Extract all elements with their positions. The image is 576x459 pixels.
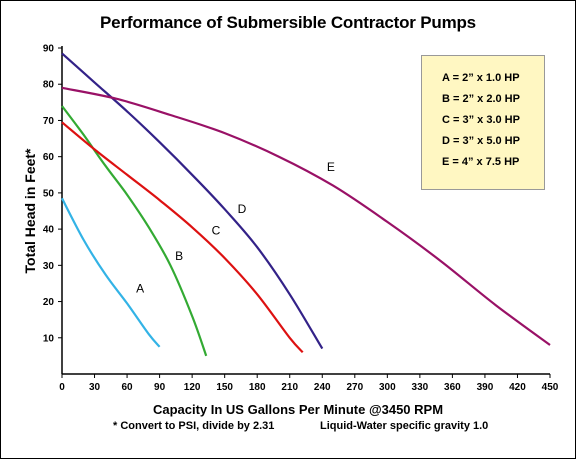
x-tick-label: 60 xyxy=(122,382,134,393)
x-tick-label: 210 xyxy=(281,382,298,393)
x-tick-label: 270 xyxy=(346,382,363,393)
series-line-b xyxy=(61,105,208,357)
curve-label-d: D xyxy=(238,202,247,216)
y-axis-label: Total Head in Feet* xyxy=(22,148,38,274)
y-tick-label: 30 xyxy=(43,261,55,272)
x-tick-label: 390 xyxy=(477,382,494,393)
series-line-a xyxy=(61,197,161,348)
x-tick-label: 120 xyxy=(184,382,201,393)
curve-label-b: B xyxy=(175,249,183,263)
legend: A = 2” x 1.0 HP B = 2” x 2.0 HP C = 3” x… xyxy=(421,55,545,190)
psi-note: * Convert to PSI, divide by 2.31 xyxy=(113,420,275,432)
series-line-e xyxy=(61,86,551,346)
x-tick-label: 30 xyxy=(89,382,101,393)
legend-entry-b: B = 2” x 2.0 HP xyxy=(442,93,520,105)
y-tick-label: 10 xyxy=(43,333,55,344)
x-tick-label: 300 xyxy=(379,382,396,393)
curve-label-a: A xyxy=(136,282,144,296)
y-tick-label: 60 xyxy=(43,152,55,163)
y-tick-label: 20 xyxy=(43,297,55,308)
legend-entry-e: E = 4” x 7.5 HP xyxy=(442,156,520,168)
curve-label-e: E xyxy=(327,160,335,174)
x-tick-label: 180 xyxy=(249,382,266,393)
x-tick-label: 450 xyxy=(542,382,559,393)
y-tick-label: 50 xyxy=(43,188,55,199)
series-line-c xyxy=(61,121,304,354)
x-tick-label: 0 xyxy=(59,382,65,393)
gravity-note: Liquid-Water specific gravity 1.0 xyxy=(320,420,489,432)
x-tick-label: 360 xyxy=(444,382,461,393)
legend-entry-d: D = 3” x 5.0 HP xyxy=(442,135,520,147)
series-line-d xyxy=(61,52,324,350)
y-tick-label: 80 xyxy=(43,80,55,91)
x-axis-label: Capacity In US Gallons Per Minute @3450 … xyxy=(152,402,444,417)
x-tick-label: 240 xyxy=(314,382,331,393)
chart-title: Performance of Submersible Contractor Pu… xyxy=(100,13,476,32)
curve-label-c: C xyxy=(212,224,221,238)
y-tick-label: 90 xyxy=(43,44,55,55)
legend-entry-a: A = 2” x 1.0 HP xyxy=(442,72,520,84)
y-tick-label: 70 xyxy=(43,116,55,127)
x-tick-label: 330 xyxy=(412,382,429,393)
x-tick-label: 420 xyxy=(509,382,526,393)
x-tick-label: 150 xyxy=(216,382,233,393)
x-tick-label: 90 xyxy=(154,382,166,393)
legend-entry-c: C = 3” x 3.0 HP xyxy=(442,114,520,126)
y-tick-label: 40 xyxy=(43,225,55,236)
